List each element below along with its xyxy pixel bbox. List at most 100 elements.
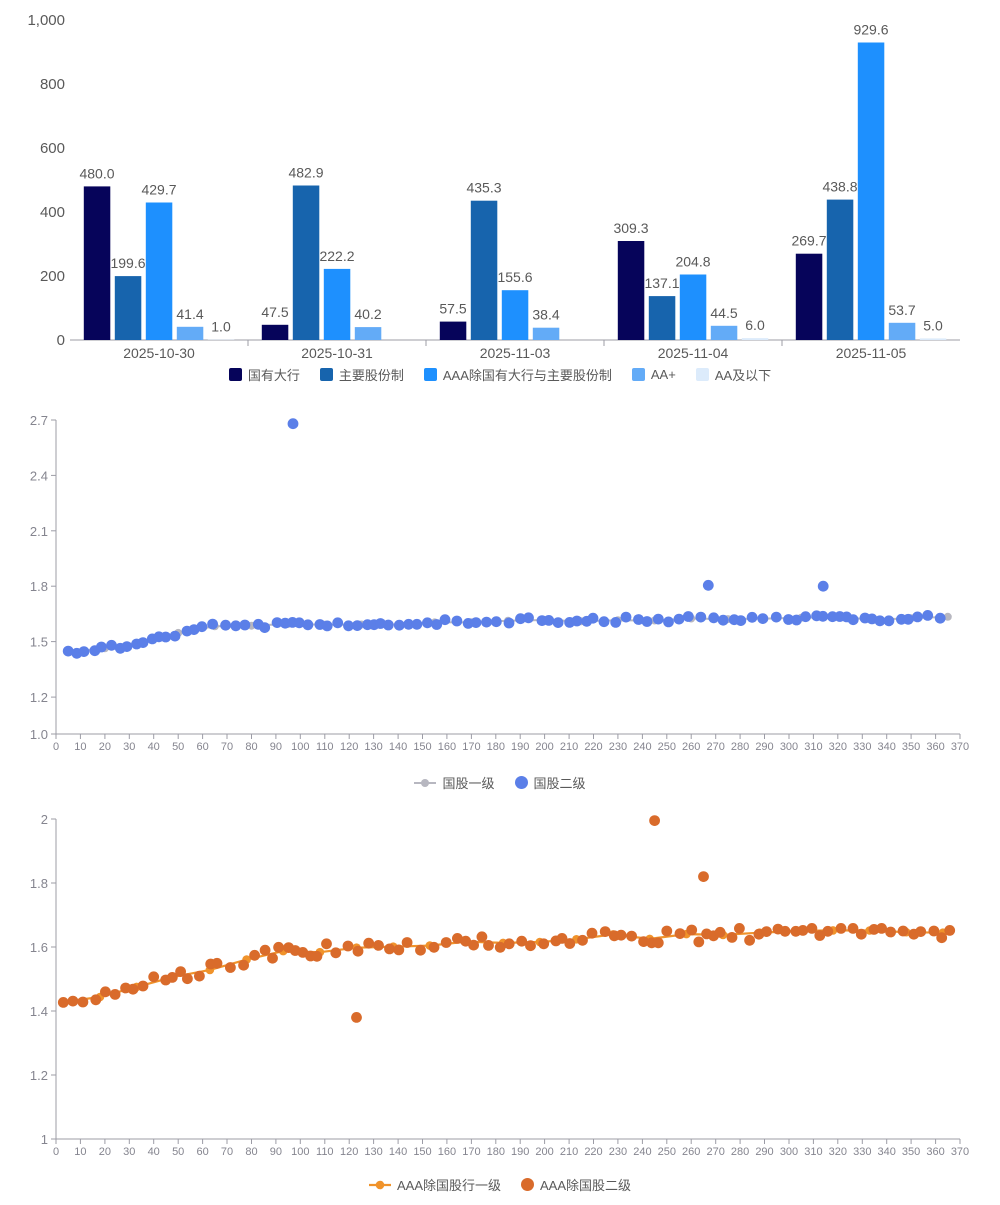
svg-text:240: 240 — [633, 741, 651, 753]
svg-text:2.1: 2.1 — [30, 524, 48, 539]
svg-text:47.5: 47.5 — [261, 304, 288, 320]
svg-text:137.1: 137.1 — [644, 275, 679, 291]
svg-text:5.0: 5.0 — [923, 317, 943, 333]
svg-text:90: 90 — [270, 741, 282, 753]
svg-text:40: 40 — [148, 741, 160, 753]
svg-text:30: 30 — [123, 741, 135, 753]
svg-text:310: 310 — [804, 1146, 822, 1158]
svg-text:120: 120 — [340, 1146, 358, 1158]
svg-text:44.5: 44.5 — [710, 305, 737, 321]
svg-text:270: 270 — [707, 741, 725, 753]
svg-text:100: 100 — [291, 1146, 309, 1158]
svg-text:230: 230 — [609, 741, 627, 753]
svg-text:340: 340 — [878, 741, 896, 753]
svg-text:57.5: 57.5 — [439, 301, 466, 317]
svg-text:400: 400 — [40, 204, 65, 221]
svg-text:269.7: 269.7 — [791, 233, 826, 249]
svg-text:360: 360 — [926, 1146, 944, 1158]
svg-text:330: 330 — [853, 741, 871, 753]
svg-text:1.2: 1.2 — [30, 690, 48, 705]
svg-text:130: 130 — [364, 741, 382, 753]
svg-text:2025-10-30: 2025-10-30 — [123, 345, 195, 361]
svg-text:41.4: 41.4 — [176, 306, 203, 322]
svg-text:60: 60 — [196, 741, 208, 753]
svg-text:200: 200 — [535, 741, 553, 753]
svg-text:199.6: 199.6 — [110, 255, 145, 271]
svg-text:310: 310 — [804, 741, 822, 753]
svg-text:0: 0 — [53, 1146, 59, 1158]
svg-text:300: 300 — [780, 741, 798, 753]
svg-text:190: 190 — [511, 1146, 529, 1158]
svg-text:2025-10-31: 2025-10-31 — [301, 345, 373, 361]
svg-text:40.2: 40.2 — [354, 306, 381, 322]
svg-text:320: 320 — [829, 741, 847, 753]
svg-text:600: 600 — [40, 140, 65, 157]
svg-text:180: 180 — [487, 1146, 505, 1158]
svg-text:160: 160 — [438, 741, 456, 753]
svg-text:2025-11-04: 2025-11-04 — [658, 345, 729, 361]
svg-text:260: 260 — [682, 741, 700, 753]
svg-text:170: 170 — [462, 741, 480, 753]
svg-text:0: 0 — [57, 332, 65, 349]
svg-text:2025-11-05: 2025-11-05 — [836, 345, 907, 361]
svg-text:140: 140 — [389, 741, 407, 753]
svg-text:1.6: 1.6 — [30, 940, 48, 955]
svg-text:70: 70 — [221, 1146, 233, 1158]
svg-text:1.0: 1.0 — [30, 727, 48, 742]
svg-text:10: 10 — [74, 1146, 86, 1158]
svg-text:1.8: 1.8 — [30, 579, 48, 594]
svg-text:204.8: 204.8 — [675, 254, 710, 270]
svg-text:50: 50 — [172, 1146, 184, 1158]
svg-text:120: 120 — [340, 741, 358, 753]
svg-text:1.5: 1.5 — [30, 635, 48, 650]
svg-text:330: 330 — [853, 1146, 871, 1158]
svg-text:220: 220 — [584, 741, 602, 753]
svg-text:482.9: 482.9 — [288, 165, 323, 181]
svg-text:438.8: 438.8 — [822, 179, 857, 195]
svg-text:0: 0 — [53, 741, 59, 753]
svg-text:360: 360 — [926, 741, 944, 753]
svg-text:80: 80 — [245, 1146, 257, 1158]
svg-text:20: 20 — [99, 1146, 111, 1158]
svg-text:150: 150 — [413, 1146, 431, 1158]
svg-text:2025-11-03: 2025-11-03 — [480, 345, 551, 361]
svg-text:350: 350 — [902, 741, 920, 753]
svg-text:38.4: 38.4 — [532, 307, 559, 323]
svg-text:20: 20 — [99, 741, 111, 753]
svg-text:320: 320 — [829, 1146, 847, 1158]
svg-text:1.0: 1.0 — [211, 319, 231, 335]
svg-text:429.7: 429.7 — [141, 182, 176, 198]
svg-text:480.0: 480.0 — [79, 165, 114, 181]
svg-text:280: 280 — [731, 741, 749, 753]
svg-text:370: 370 — [951, 1146, 969, 1158]
svg-text:160: 160 — [438, 1146, 456, 1158]
svg-text:2.4: 2.4 — [30, 468, 48, 483]
svg-text:100: 100 — [291, 741, 309, 753]
svg-text:53.7: 53.7 — [888, 302, 915, 318]
svg-text:340: 340 — [878, 1146, 896, 1158]
svg-text:140: 140 — [389, 1146, 407, 1158]
svg-text:2.7: 2.7 — [30, 413, 48, 428]
svg-text:260: 260 — [682, 1146, 700, 1158]
svg-text:40: 40 — [148, 1146, 160, 1158]
svg-text:1: 1 — [41, 1132, 48, 1147]
svg-text:250: 250 — [658, 741, 676, 753]
svg-text:90: 90 — [270, 1146, 282, 1158]
svg-text:300: 300 — [780, 1146, 798, 1158]
svg-text:280: 280 — [731, 1146, 749, 1158]
svg-text:50: 50 — [172, 741, 184, 753]
svg-text:200: 200 — [535, 1146, 553, 1158]
svg-text:435.3: 435.3 — [466, 180, 501, 196]
svg-text:1,000: 1,000 — [27, 12, 65, 29]
svg-text:230: 230 — [609, 1146, 627, 1158]
svg-text:222.2: 222.2 — [319, 248, 354, 264]
svg-text:270: 270 — [707, 1146, 725, 1158]
svg-text:1.2: 1.2 — [30, 1068, 48, 1083]
svg-text:210: 210 — [560, 741, 578, 753]
svg-text:155.6: 155.6 — [497, 269, 532, 285]
svg-text:350: 350 — [902, 1146, 920, 1158]
svg-text:2: 2 — [41, 812, 48, 827]
svg-text:110: 110 — [316, 741, 334, 753]
svg-text:220: 220 — [584, 1146, 602, 1158]
svg-text:1.4: 1.4 — [30, 1004, 48, 1019]
